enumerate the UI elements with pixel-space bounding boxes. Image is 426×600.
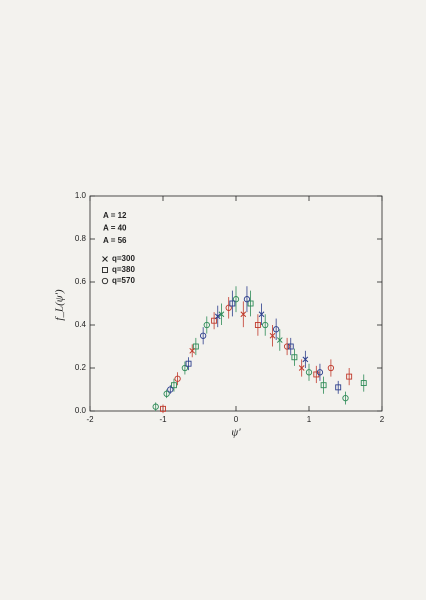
data-point bbox=[229, 300, 236, 307]
data-point bbox=[192, 343, 199, 350]
legend-label: A = 56 bbox=[103, 236, 127, 245]
x-tick-label: 1 bbox=[307, 415, 312, 424]
data-point bbox=[327, 364, 335, 372]
data-point bbox=[298, 365, 305, 371]
data-point bbox=[185, 360, 192, 367]
data-point bbox=[360, 380, 367, 386]
data-point bbox=[225, 304, 232, 311]
data-point bbox=[346, 373, 353, 380]
x-tick-label: -2 bbox=[86, 415, 94, 424]
y-tick-label: 0.8 bbox=[75, 234, 87, 243]
data-point bbox=[291, 354, 298, 361]
data-point bbox=[170, 382, 177, 389]
data-point bbox=[240, 311, 247, 318]
x-tick-label: -1 bbox=[159, 415, 167, 424]
data-point bbox=[276, 337, 283, 343]
legend-symbol bbox=[102, 267, 108, 273]
legend-label: q=380 bbox=[112, 265, 135, 274]
y-tick-label: 0.2 bbox=[75, 363, 87, 372]
data-point bbox=[214, 313, 221, 320]
data-point bbox=[174, 375, 181, 382]
data-point bbox=[283, 343, 291, 350]
data-point bbox=[199, 332, 207, 339]
y-axis-title: f_L(ψ') bbox=[54, 289, 66, 321]
data-point bbox=[258, 311, 265, 318]
y-tick-label: 0.0 bbox=[75, 406, 87, 415]
x-axis-title: ψ' bbox=[231, 427, 241, 439]
data-point bbox=[160, 405, 166, 412]
y-tick-label: 0.4 bbox=[75, 320, 87, 329]
y-tick-label: 0.6 bbox=[75, 277, 87, 286]
legend-label: A = 40 bbox=[103, 224, 127, 233]
y-tick-label: 1.0 bbox=[75, 191, 87, 200]
legend-symbol bbox=[102, 256, 108, 262]
legend-label: q=570 bbox=[112, 276, 135, 285]
data-point bbox=[232, 296, 240, 303]
data-point bbox=[272, 326, 280, 333]
data-point bbox=[218, 311, 225, 318]
data-point bbox=[181, 364, 189, 372]
legend-label: q=300 bbox=[112, 254, 135, 263]
x-tick-label: 0 bbox=[234, 415, 239, 424]
data-point bbox=[305, 369, 313, 376]
data-point bbox=[211, 317, 218, 324]
data-point bbox=[189, 347, 196, 354]
data-point bbox=[335, 384, 342, 391]
data-point bbox=[287, 343, 294, 350]
data-point bbox=[203, 321, 210, 329]
data-point bbox=[269, 332, 276, 339]
data-point bbox=[342, 394, 349, 402]
data-point bbox=[262, 321, 269, 329]
data-point bbox=[163, 390, 170, 397]
data-point bbox=[254, 322, 261, 328]
legend-label: A = 12 bbox=[103, 211, 127, 220]
x-tick-label: 2 bbox=[380, 415, 385, 424]
legend-symbol bbox=[101, 277, 109, 285]
data-point bbox=[167, 386, 174, 393]
data-point bbox=[302, 356, 309, 363]
data-point bbox=[316, 369, 324, 376]
data-point bbox=[243, 296, 251, 303]
data-point bbox=[247, 300, 254, 307]
data-point bbox=[152, 403, 159, 410]
data-point bbox=[320, 382, 327, 389]
